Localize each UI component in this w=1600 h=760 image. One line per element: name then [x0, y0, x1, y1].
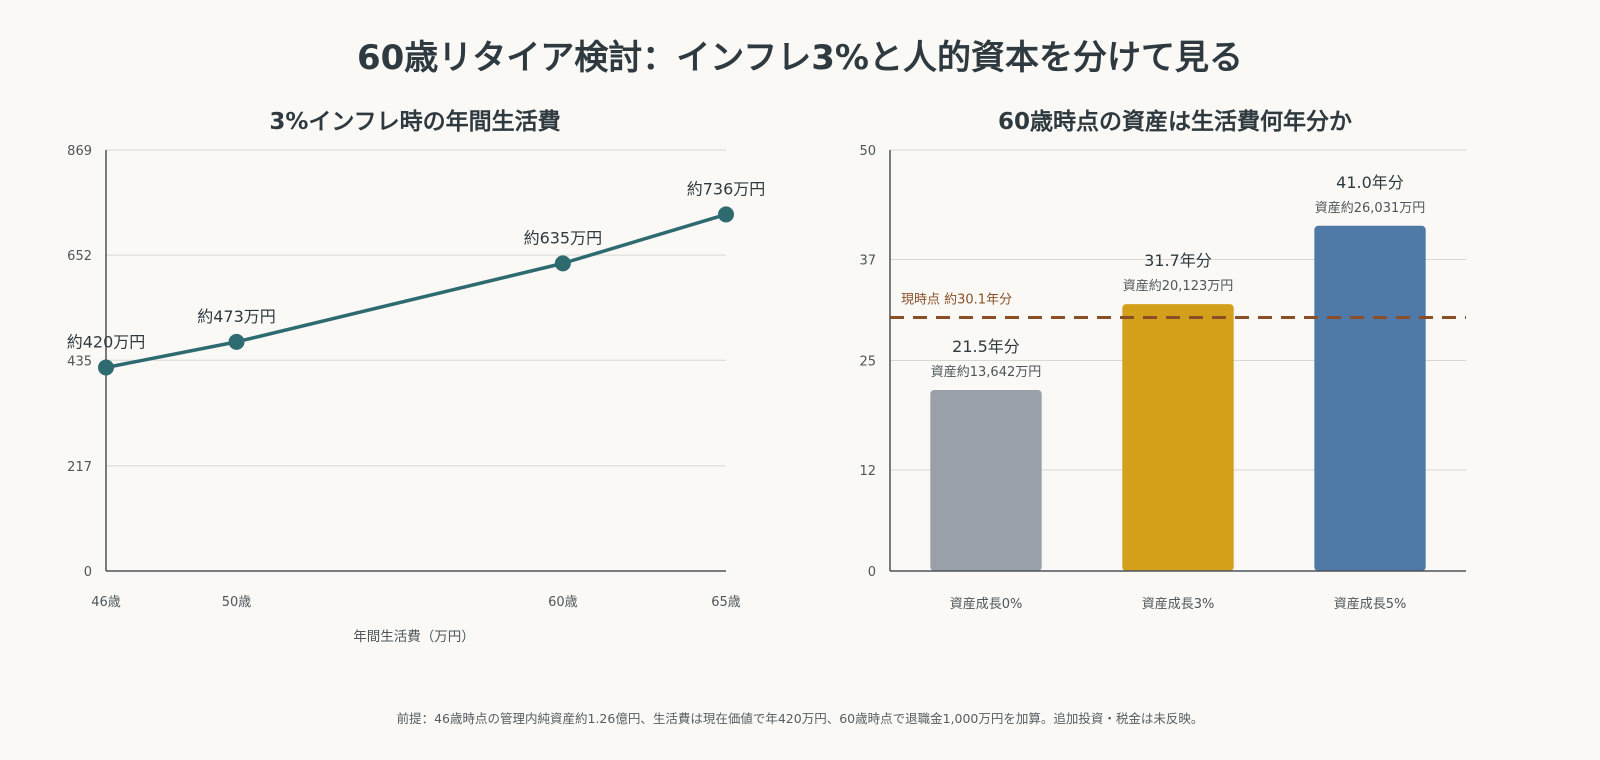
bar-chart-reference: 現時点 約30.1年分: [890, 293, 1466, 320]
line-chart-y-tick-label: 217: [67, 460, 92, 475]
line-chart-y-tick-label: 869: [67, 144, 92, 159]
line-chart-x-tick-label: 65歳: [711, 595, 741, 610]
line-chart-grid: [106, 149, 726, 467]
bar-chart: 60歳時点の資産は生活費何年分か 0 12 25 37 50 21.5年分資産約13,6…: [859, 108, 1466, 612]
line-chart-data-point: [554, 255, 571, 272]
line-chart: 3%インフレ時の年間生活費 0 217 435 652 869 46歳 50歳 60歳 65歳…: [67, 108, 766, 645]
page-title: 60歳リタイア検討：インフレ3%と人的資本を分けて見る: [356, 38, 1244, 78]
line-chart-x-tick-label: 50歳: [222, 595, 252, 610]
bar-chart-value-label: 21.5年分: [952, 337, 1020, 356]
bar-chart-bar: [930, 389, 1042, 571]
line-chart-data-label: 約635万円: [524, 228, 603, 247]
line-chart-data-point: [228, 333, 245, 350]
bar-chart-asset-label: 資産約20,123万円: [1123, 278, 1234, 294]
line-chart-y-tick-label: 435: [67, 354, 92, 369]
line-chart-y-ticks: 0 217 435 652 869: [67, 144, 92, 580]
line-chart-x-tick-label: 46歳: [91, 595, 121, 610]
footnote: 前提：46歳時点の管理内純資産約1.26億円、生活費は現在価値で年420万円、6…: [396, 711, 1204, 726]
line-chart-y-tick-label: 652: [67, 249, 92, 264]
charts-canvas: 3%インフレ時の年間生活費 0 217 435 652 869 46歳 50歳 60歳 65歳…: [67, 108, 1466, 645]
bar-chart-x-ticks: 資産成長0% 資産成長3% 資産成長5%: [950, 596, 1407, 612]
line-chart-y-tick-label: 0: [84, 565, 92, 580]
bar-chart-y-tick-label: 37: [859, 253, 876, 268]
line-chart-data-label: 約736万円: [687, 179, 766, 198]
bar-chart-title: 60歳時点の資産は生活費何年分か: [998, 108, 1352, 135]
bar-chart-reference-label: 現時点 約30.1年分: [901, 293, 1012, 308]
line-chart-data-label: 約473万円: [197, 307, 276, 326]
bar-chart-asset-label: 資産約26,031万円: [1315, 200, 1426, 216]
bar-chart-x-tick-label: 資産成長5%: [1334, 596, 1407, 612]
bar-chart-bar: [1122, 304, 1234, 571]
line-chart-data-label: 約420万円: [67, 333, 146, 352]
bar-chart-value-label: 31.7年分: [1144, 251, 1212, 270]
line-chart-x-tick-label: 60歳: [548, 595, 578, 610]
bar-chart-y-tick-label: 50: [859, 144, 876, 159]
line-chart-series-line: [105, 212, 727, 370]
bar-chart-asset-label: 資産約13,642万円: [931, 364, 1042, 380]
line-chart-title: 3%インフレ時の年間生活費: [269, 108, 560, 135]
bar-chart-y-tick-label: 25: [859, 355, 876, 370]
line-chart-data-point: [98, 359, 114, 376]
line-chart-x-axis-title: 年間生活費（万円）: [353, 629, 475, 645]
line-chart-x-ticks: 46歳 50歳 60歳 65歳: [91, 595, 741, 610]
bar-chart-y-ticks: 0 12 25 37 50: [859, 144, 876, 580]
line-chart-series: 約420万円 約473万円 約635万円 約736万円: [67, 179, 766, 376]
line-chart-data-point: [718, 206, 734, 223]
bar-chart-x-tick-label: 資産成長0%: [950, 596, 1023, 612]
bar-chart-value-label: 41.0年分: [1336, 173, 1404, 192]
bar-chart-y-tick-label: 12: [859, 464, 876, 479]
bar-chart-bar: [1314, 225, 1426, 571]
bar-chart-y-tick-label: 0: [868, 565, 876, 580]
bar-chart-x-tick-label: 資産成長3%: [1142, 596, 1215, 612]
